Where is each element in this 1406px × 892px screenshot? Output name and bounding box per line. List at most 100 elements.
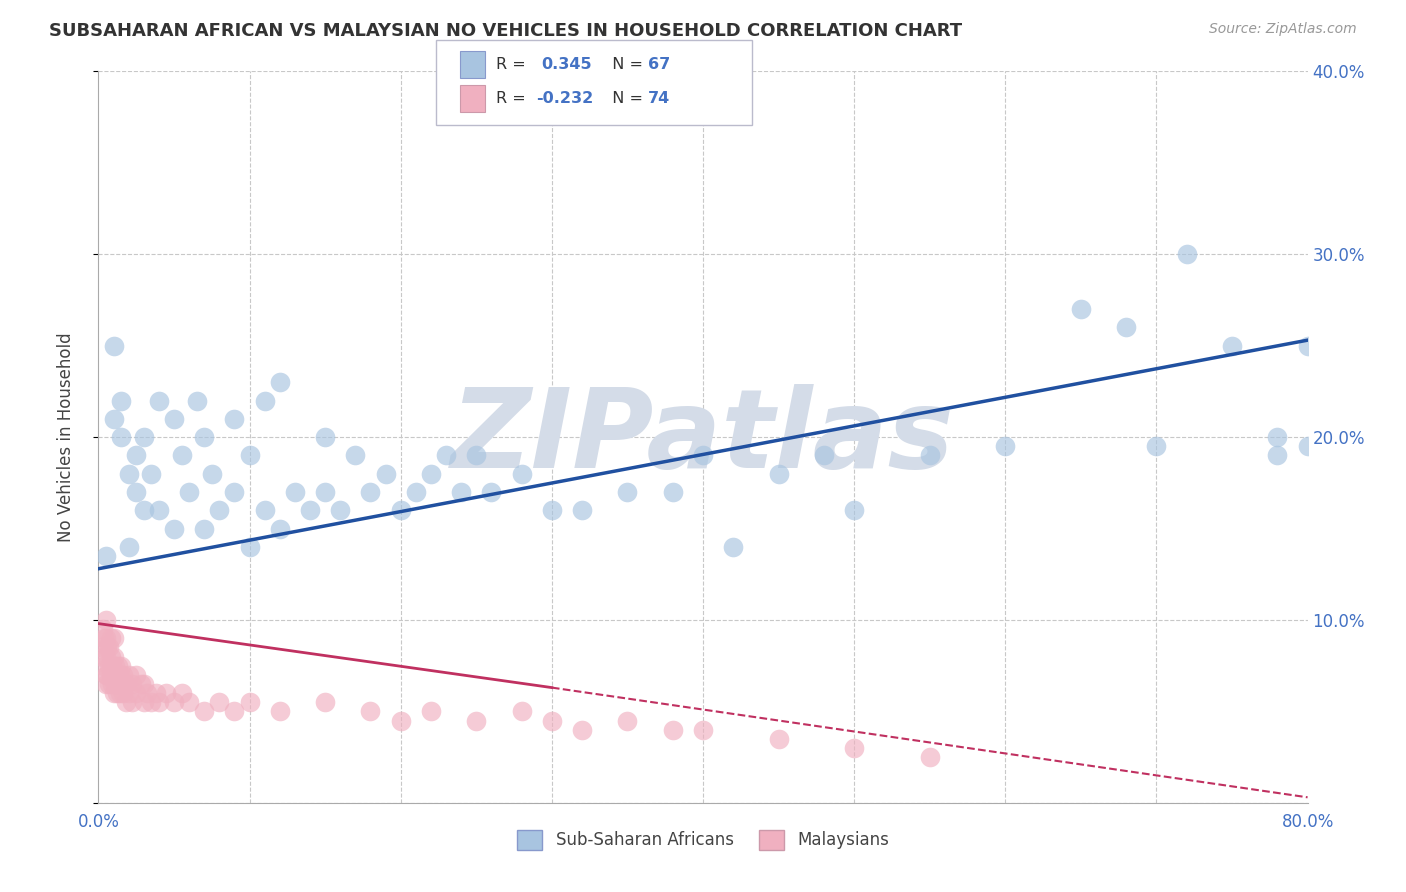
Point — [132, 430, 155, 444]
Point — [389, 503, 412, 517]
Point — [163, 695, 186, 709]
Point — [103, 632, 125, 646]
Point — [94, 677, 117, 691]
Point — [125, 667, 148, 681]
Point — [101, 658, 124, 673]
Point — [1267, 430, 1289, 444]
Point — [918, 448, 941, 462]
Point — [918, 750, 941, 764]
Point — [105, 667, 128, 681]
Point — [510, 467, 533, 481]
Point — [224, 485, 246, 500]
Point — [465, 714, 488, 728]
Point — [110, 677, 132, 691]
Point — [299, 503, 322, 517]
Point — [616, 485, 638, 500]
Point — [107, 658, 129, 673]
Point — [571, 723, 593, 737]
Point — [103, 667, 125, 681]
Point — [125, 448, 148, 462]
Point — [844, 503, 866, 517]
Point — [201, 467, 224, 481]
Point — [100, 667, 122, 681]
Point — [186, 393, 208, 408]
Point — [90, 640, 112, 655]
Point — [571, 503, 593, 517]
Point — [269, 521, 291, 535]
Point — [141, 467, 163, 481]
Point — [103, 338, 125, 352]
Point — [616, 714, 638, 728]
Point — [314, 485, 336, 500]
Text: Source: ZipAtlas.com: Source: ZipAtlas.com — [1209, 22, 1357, 37]
Point — [450, 485, 472, 500]
Point — [389, 714, 412, 728]
Point — [114, 695, 136, 709]
Text: SUBSAHARAN AFRICAN VS MALAYSIAN NO VEHICLES IN HOUSEHOLD CORRELATION CHART: SUBSAHARAN AFRICAN VS MALAYSIAN NO VEHIC… — [49, 22, 962, 40]
Point — [108, 667, 131, 681]
Point — [104, 677, 127, 691]
Point — [1115, 320, 1137, 334]
Point — [125, 485, 148, 500]
Point — [193, 521, 215, 535]
Point — [100, 649, 122, 664]
Text: 74: 74 — [648, 91, 671, 105]
Point — [98, 677, 121, 691]
Point — [100, 632, 122, 646]
Point — [98, 658, 121, 673]
Point — [269, 705, 291, 719]
Point — [314, 695, 336, 709]
Point — [105, 686, 128, 700]
Point — [208, 695, 231, 709]
Text: 0.345: 0.345 — [541, 57, 592, 71]
Point — [434, 448, 457, 462]
Point — [224, 412, 246, 426]
Point — [481, 485, 503, 500]
Point — [193, 430, 215, 444]
Point — [132, 503, 155, 517]
Point — [768, 467, 790, 481]
Point — [98, 640, 121, 655]
Text: N =: N = — [602, 91, 648, 105]
Point — [110, 430, 132, 444]
Point — [284, 485, 307, 500]
Point — [103, 686, 125, 700]
Point — [145, 686, 167, 700]
Text: 67: 67 — [648, 57, 671, 71]
Text: N =: N = — [602, 57, 648, 71]
Point — [96, 667, 118, 681]
Point — [253, 393, 276, 408]
Point — [1296, 439, 1319, 453]
Point — [141, 695, 163, 709]
Point — [148, 695, 170, 709]
Point — [118, 467, 141, 481]
Text: R =: R = — [496, 91, 531, 105]
Point — [420, 705, 443, 719]
Text: R =: R = — [496, 57, 536, 71]
Point — [103, 649, 125, 664]
Point — [170, 686, 193, 700]
Point — [994, 439, 1017, 453]
Point — [179, 695, 201, 709]
Point — [269, 375, 291, 389]
Point — [661, 485, 683, 500]
Point — [510, 705, 533, 719]
Point — [96, 640, 118, 655]
Point — [94, 632, 117, 646]
Point — [108, 686, 131, 700]
Point — [129, 677, 152, 691]
Point — [1144, 439, 1167, 453]
Point — [208, 503, 231, 517]
Point — [224, 705, 246, 719]
Point — [540, 503, 562, 517]
Point — [1175, 247, 1198, 261]
Point — [155, 686, 177, 700]
Point — [93, 632, 115, 646]
Point — [118, 686, 141, 700]
Point — [314, 430, 336, 444]
Point — [94, 613, 117, 627]
Point — [813, 448, 835, 462]
Point — [91, 649, 114, 664]
Point — [360, 485, 382, 500]
Point — [1296, 338, 1319, 352]
